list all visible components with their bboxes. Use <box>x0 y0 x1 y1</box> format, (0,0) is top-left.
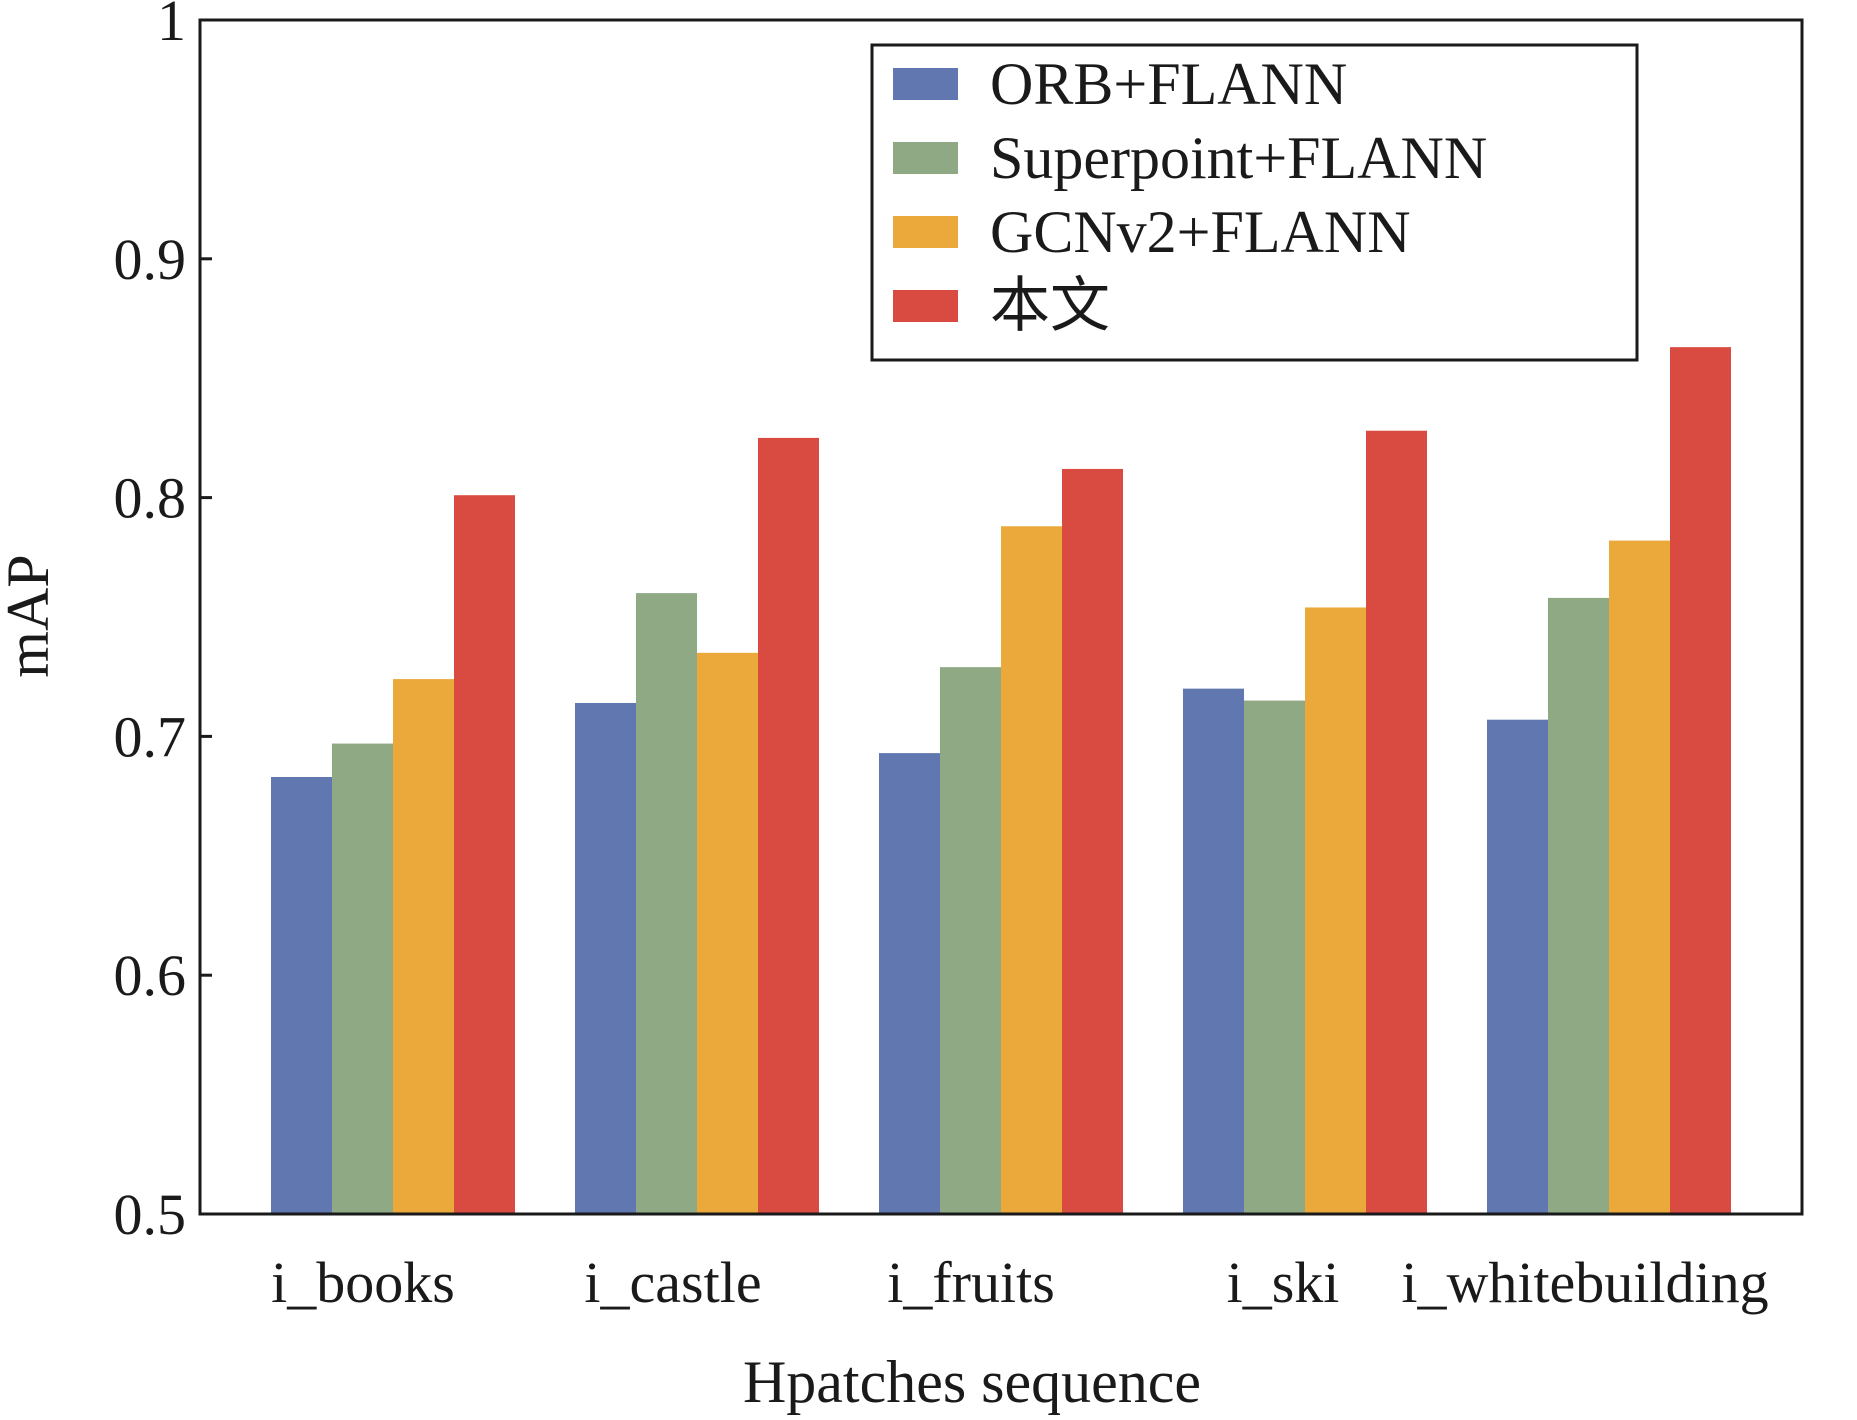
bar-i_castle-series-4 <box>758 437 819 1214</box>
bar-i_whitebuilding-series-3 <box>1609 540 1670 1214</box>
legend-swatch <box>893 142 958 174</box>
bar-i_fruits-series-3 <box>1001 526 1062 1214</box>
bars-layer <box>271 347 1731 1215</box>
bar-i_fruits-series-4 <box>1062 468 1123 1215</box>
y-tick-label: 1 <box>157 0 186 53</box>
axes-layer: 0.5 0.6 0.7 0.8 0.9 1 i_books i_castle i_fruits i… <box>114 0 1804 1315</box>
x-tick-label: i_fruits <box>887 1250 1055 1315</box>
x-tick-label: i_books <box>271 1250 455 1315</box>
bar-i_ski-series-4 <box>1366 430 1427 1215</box>
x-tick-label: i_castle <box>584 1250 761 1315</box>
bar-i_ski-series-3 <box>1305 607 1366 1214</box>
y-tick-label: 0.8 <box>114 466 187 531</box>
y-tick-label: 0.9 <box>114 227 187 292</box>
bar-i_books-series-4 <box>454 495 515 1214</box>
y-axis-title: mAP <box>0 554 61 677</box>
bar-i_whitebuilding-series-1 <box>1487 719 1548 1214</box>
bar-i_fruits-series-1 <box>879 753 940 1214</box>
legend: ORB+FLANN Superpoint+FLANN GCNv2+FLANN 本文 <box>870 43 1639 362</box>
bar-i_ski-series-1 <box>1183 688 1244 1214</box>
legend-box <box>870 43 1639 362</box>
legend-swatch <box>893 216 958 248</box>
x-axis-title: Hpatches sequence <box>743 1349 1201 1415</box>
bar-i_castle-series-1 <box>575 702 636 1214</box>
legend-label: Superpoint+FLANN <box>990 125 1487 191</box>
bar-i_castle-series-2 <box>636 593 697 1214</box>
plot-frame <box>198 18 1804 1216</box>
legend-label: 本文 <box>990 273 1110 339</box>
bar-i_books-series-1 <box>271 776 332 1214</box>
bar-i_castle-series-3 <box>697 652 758 1214</box>
legend-swatch <box>893 68 958 100</box>
bar-i_ski-series-2 <box>1244 700 1305 1214</box>
x-tick-label: i_whitebuilding <box>1401 1250 1768 1315</box>
x-tick-label: i_ski <box>1227 1250 1340 1315</box>
y-tick-label: 0.7 <box>114 704 187 769</box>
bar-i_books-series-3 <box>393 679 454 1214</box>
y-tick-label: 0.5 <box>114 1182 187 1247</box>
bar-i_whitebuilding-series-2 <box>1548 597 1609 1214</box>
bar-i_fruits-series-2 <box>940 667 1001 1214</box>
bar-i_whitebuilding-series-4 <box>1670 347 1731 1214</box>
legend-swatch <box>893 290 958 322</box>
legend-label: GCNv2+FLANN <box>990 199 1411 265</box>
legend-label: ORB+FLANN <box>990 51 1347 117</box>
y-tick-label: 0.6 <box>114 943 187 1008</box>
bar-i_books-series-2 <box>332 743 393 1214</box>
